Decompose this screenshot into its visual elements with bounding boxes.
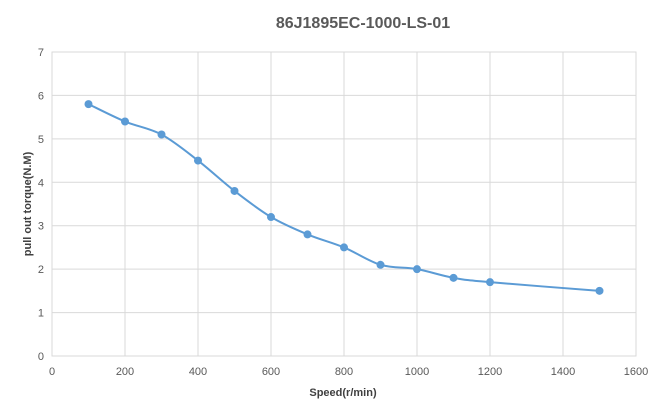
x-tick-label: 1600	[624, 366, 648, 378]
data-point	[121, 117, 129, 126]
x-tick-label: 1200	[478, 366, 502, 378]
data-point	[486, 278, 494, 287]
y-tick-label: 5	[38, 134, 44, 146]
x-tick-label: 1000	[405, 366, 429, 378]
data-point	[84, 100, 93, 109]
data-point	[376, 260, 385, 269]
x-tick-label: 1400	[551, 366, 575, 378]
y-tick-label: 4	[38, 177, 44, 189]
x-tick-label: 600	[262, 366, 280, 378]
y-tick-label: 2	[38, 264, 44, 276]
y-tick-label: 7	[38, 47, 44, 59]
y-tick-label: 3	[38, 221, 44, 233]
grid-lines	[51, 51, 637, 357]
x-tick-label: 800	[335, 366, 353, 378]
data-point	[303, 230, 312, 239]
axis-ticks: 0 1 2 3 4 5 6 7 0 200 400 600 800 1000 1200 1400 1600	[38, 47, 648, 378]
x-tick-label: 0	[49, 366, 55, 378]
data-point	[267, 213, 275, 222]
x-axis-label: Speed(r/min)	[309, 387, 377, 399]
y-tick-label: 1	[38, 308, 44, 320]
data-point	[157, 130, 166, 139]
data-point	[595, 286, 604, 295]
y-tick-label: 6	[38, 90, 44, 102]
chart-title: 86J1895EC-1000-LS-01	[276, 15, 450, 32]
x-tick-label: 200	[116, 366, 134, 378]
plot-frame	[51, 51, 637, 357]
data-point	[449, 273, 458, 282]
data-point	[230, 186, 239, 195]
y-tick-label: 0	[38, 351, 44, 363]
data-point	[413, 265, 421, 274]
x-tick-label: 400	[189, 366, 207, 378]
y-axis-label: pull out torque(N.M)	[22, 151, 34, 256]
series-layer	[84, 100, 604, 295]
data-point	[194, 156, 202, 165]
data-point	[340, 243, 348, 252]
